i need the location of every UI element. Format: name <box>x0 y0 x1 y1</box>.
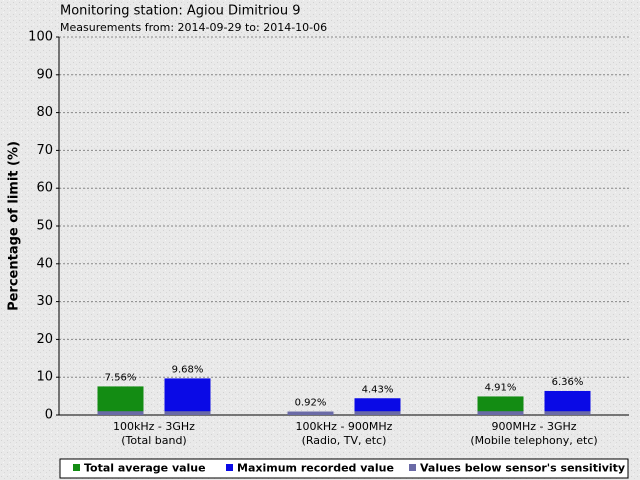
bar <box>477 396 524 415</box>
x-tick-label: (Mobile telephony, etc) <box>470 434 597 447</box>
data-label: 4.43% <box>362 384 394 395</box>
legend-swatch <box>73 464 80 471</box>
y-tick-label: 100 <box>28 30 53 45</box>
sensitivity-segment <box>354 411 401 415</box>
y-tick-label: 40 <box>36 256 53 271</box>
bar <box>354 398 401 415</box>
bar <box>287 411 334 415</box>
legend-swatch <box>409 464 416 471</box>
legend-label: Maximum recorded value <box>237 462 394 475</box>
sensitivity-segment <box>97 411 144 415</box>
x-tick-label: 900MHz - 3GHz <box>491 420 576 433</box>
x-tick-label: (Total band) <box>121 434 186 447</box>
legend-swatch <box>226 464 233 471</box>
y-tick-label: 20 <box>36 332 53 347</box>
y-tick-label: 0 <box>45 408 53 423</box>
legend-label: Values below sensor's sensitivity <box>420 462 625 475</box>
y-tick-label: 80 <box>36 105 53 120</box>
y-tick-label: 60 <box>36 181 53 196</box>
legend-label: Total average value <box>84 462 206 475</box>
x-tick-label: 100kHz - 900MHz <box>296 420 393 433</box>
y-tick-label: 90 <box>36 67 53 82</box>
bar <box>164 378 211 415</box>
y-axis-label: Percentage of limit (%) <box>7 141 22 311</box>
chart-subtitle: Measurements from: 2014-09-29 to: 2014-1… <box>60 21 327 34</box>
legend <box>59 458 629 479</box>
y-tick-label: 10 <box>36 370 53 385</box>
sensitivity-segment <box>477 411 524 415</box>
chart-title: Monitoring station: Agiou Dimitriou 9 <box>60 4 301 19</box>
bar <box>544 390 591 415</box>
data-label: 6.36% <box>552 377 584 388</box>
y-tick-label: 30 <box>36 294 53 309</box>
data-label: 9.68% <box>172 364 204 375</box>
sensitivity-segment <box>164 411 211 415</box>
data-label: 7.56% <box>105 372 137 383</box>
sensitivity-segment <box>544 411 591 415</box>
data-label: 4.91% <box>485 382 517 393</box>
x-tick-label: 100kHz - 3GHz <box>113 420 195 433</box>
x-tick-label: (Radio, TV, etc) <box>302 434 387 447</box>
y-tick-label: 50 <box>36 219 53 234</box>
bar <box>97 386 144 415</box>
data-label: 0.92% <box>295 398 327 409</box>
y-tick-label: 70 <box>36 143 53 158</box>
